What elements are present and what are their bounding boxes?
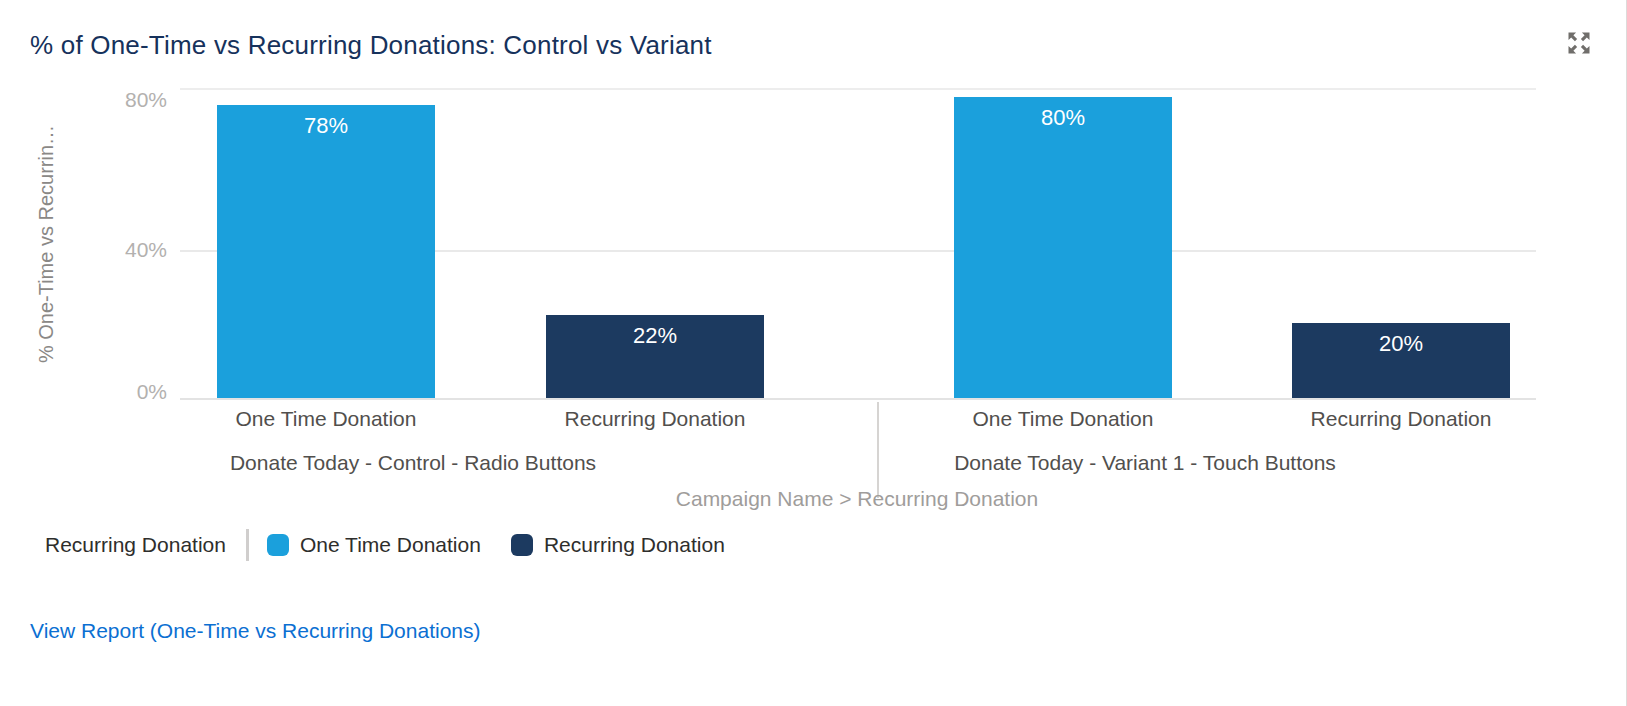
bar-control-recurring[interactable]: 22% [546,315,764,398]
legend-item-recurring[interactable]: Recurring Donation [511,533,725,557]
group-label-control: Donate Today - Control - Radio Buttons [133,451,693,475]
view-report-link[interactable]: View Report (One-Time vs Recurring Donat… [30,619,481,643]
legend-swatch-one-time [267,534,289,556]
x-category-label: One Time Donation [166,407,486,431]
y-tick-0: 0% [55,380,167,404]
legend-divider [246,529,249,561]
bar-variant-one-time[interactable]: 80% [954,97,1172,398]
expand-chart-button[interactable] [1562,26,1596,60]
chart-legend: Recurring Donation One Time Donation Rec… [45,529,725,561]
x-category-label: Recurring Donation [495,407,815,431]
bar-value-label: 78% [217,113,435,139]
legend-swatch-recurring [511,534,533,556]
legend-label: Recurring Donation [544,533,725,557]
legend-label: One Time Donation [300,533,481,557]
bar-control-one-time[interactable]: 78% [217,105,435,398]
y-tick-40: 40% [55,238,167,262]
y-tick-80: 80% [55,88,167,112]
expand-arrows-icon [1565,29,1593,57]
bar-variant-recurring[interactable]: 20% [1292,323,1510,398]
bar-value-label: 22% [546,323,764,349]
chart-title: % of One-Time vs Recurring Donations: Co… [30,30,712,61]
dashboard-chart-widget: % of One-Time vs Recurring Donations: Co… [0,0,1627,706]
x-axis-title: Campaign Name > Recurring Donation [457,487,1257,511]
x-category-label: One Time Donation [903,407,1223,431]
legend-title: Recurring Donation [45,533,226,557]
x-category-label: Recurring Donation [1241,407,1561,431]
group-label-variant: Donate Today - Variant 1 - Touch Buttons [865,451,1425,475]
legend-item-one-time[interactable]: One Time Donation [267,533,481,557]
bar-value-label: 20% [1292,331,1510,357]
plot-area: 78% 22% 80% 20% [180,88,1536,400]
bar-value-label: 80% [954,105,1172,131]
group-separator-line [877,402,879,498]
